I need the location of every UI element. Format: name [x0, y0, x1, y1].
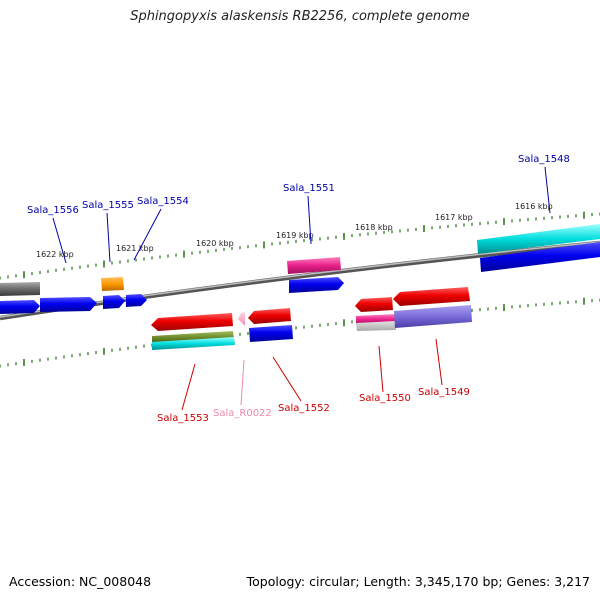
kbp-label: 1618 kbp [355, 223, 393, 232]
gene-arrow-reverse[interactable] [151, 313, 233, 331]
gene-arrow-reverse[interactable] [394, 305, 472, 328]
gene-label-forward[interactable]: Sala_1551 [283, 183, 335, 194]
gene-label-reverse[interactable]: Sala_1550 [359, 393, 411, 404]
leader-line [544, 166, 551, 214]
leader-line [181, 363, 196, 411]
gene-label-forward[interactable]: Sala_1555 [82, 200, 134, 211]
gene-label-reverse[interactable]: Sala_1553 [157, 413, 209, 424]
gene-arrow-forward[interactable] [40, 297, 97, 312]
gene-label-reverse[interactable]: Sala_1552 [278, 403, 330, 414]
kbp-label: 1617 kbp [435, 213, 473, 222]
accession-text: Accession: NC_008048 [9, 574, 152, 589]
gene-arrow-forward[interactable] [101, 277, 124, 291]
gene-label-forward[interactable]: Sala_1548 [518, 154, 570, 165]
leader-line [106, 212, 111, 263]
gene-arrow-forward[interactable] [0, 282, 40, 296]
leader-line [307, 195, 312, 245]
gene-arrow-reverse[interactable] [355, 297, 393, 312]
gene-arrow-reverse[interactable] [238, 312, 245, 326]
gene-arrow-reverse[interactable] [393, 287, 470, 306]
leader-line [52, 217, 67, 264]
kbp-label: 1621 kbp [116, 244, 154, 253]
gene-arrow-forward[interactable] [126, 294, 147, 307]
kbp-label: 1619 kbp [276, 231, 314, 240]
gene-arrow-reverse[interactable] [249, 325, 293, 342]
gene-arrow-reverse[interactable] [356, 321, 396, 331]
map-title: Sphingopyxis alaskensis RB2256, complete… [130, 9, 470, 24]
kbp-label: 1622 kbp [36, 250, 74, 259]
leader-line [133, 208, 162, 261]
kbp-label: 1616 kbp [515, 202, 553, 211]
gene-label-forward[interactable]: Sala_1556 [27, 205, 79, 216]
topology-summary: Topology: circular; Length: 3,345,170 bp… [246, 574, 590, 589]
gene-arrow-forward[interactable] [480, 242, 600, 272]
gene-arrow-forward[interactable] [0, 300, 40, 314]
kbp-label: 1620 kbp [196, 239, 234, 248]
gene-label-forward[interactable]: Sala_1554 [137, 196, 189, 207]
leader-line [272, 356, 302, 402]
gene-arrow-forward[interactable] [477, 224, 600, 254]
gene-arrow-reverse[interactable] [152, 337, 235, 350]
gene-label-reverse[interactable]: Sala_1549 [418, 387, 470, 398]
gene-arrow-forward[interactable] [103, 295, 125, 309]
upper-tick-track [0, 211, 600, 280]
gene-label-reverse[interactable]: Sala_R0022 [213, 408, 272, 419]
gene-arrow-reverse[interactable] [248, 308, 291, 324]
leader-line [378, 345, 384, 393]
leader-line [240, 359, 245, 406]
gene-arrow-forward[interactable] [287, 257, 341, 274]
leader-line [435, 338, 443, 386]
gene-arrow-forward[interactable] [289, 277, 344, 293]
